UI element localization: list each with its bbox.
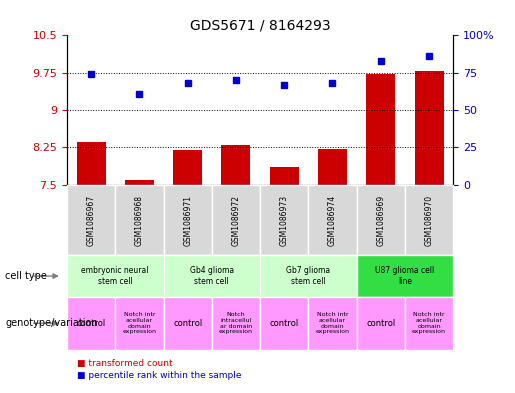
Text: GSM1086974: GSM1086974	[328, 195, 337, 246]
Bar	[221, 145, 250, 185]
Text: control: control	[76, 319, 106, 328]
Text: control: control	[269, 319, 299, 328]
Bar	[318, 149, 347, 185]
Title: GDS5671 / 8164293: GDS5671 / 8164293	[190, 19, 331, 33]
Text: Notch intr
acellular
domain
expression: Notch intr acellular domain expression	[412, 312, 446, 334]
Bar	[270, 167, 299, 185]
Text: Notch
intracellul
ar domain
expression: Notch intracellul ar domain expression	[219, 312, 253, 334]
Text: GSM1086972: GSM1086972	[231, 195, 241, 246]
Text: Gb7 glioma
stem cell: Gb7 glioma stem cell	[286, 266, 331, 286]
Text: GSM1086969: GSM1086969	[376, 195, 385, 246]
Bar	[366, 74, 396, 185]
Text: embryonic neural
stem cell: embryonic neural stem cell	[81, 266, 149, 286]
Bar	[125, 180, 154, 185]
Text: GSM1086971: GSM1086971	[183, 195, 192, 246]
Text: Gb4 glioma
stem cell: Gb4 glioma stem cell	[190, 266, 234, 286]
Bar	[77, 142, 106, 185]
Text: control: control	[173, 319, 202, 328]
Text: GSM1086967: GSM1086967	[87, 195, 96, 246]
Bar	[415, 71, 443, 185]
Text: GSM1086973: GSM1086973	[280, 195, 289, 246]
Text: ■ percentile rank within the sample: ■ percentile rank within the sample	[77, 371, 242, 380]
Text: ■ transformed count: ■ transformed count	[77, 359, 173, 368]
Text: GSM1086970: GSM1086970	[424, 195, 434, 246]
Text: control: control	[366, 319, 396, 328]
Text: U87 glioma cell
line: U87 glioma cell line	[375, 266, 435, 286]
Bar	[173, 150, 202, 185]
Text: genotype/variation: genotype/variation	[5, 318, 98, 328]
Text: cell type: cell type	[5, 271, 47, 281]
Text: Notch intr
acellular
domain
expression: Notch intr acellular domain expression	[123, 312, 157, 334]
Text: GSM1086968: GSM1086968	[135, 195, 144, 246]
Text: Notch intr
acellular
domain
expression: Notch intr acellular domain expression	[316, 312, 350, 334]
